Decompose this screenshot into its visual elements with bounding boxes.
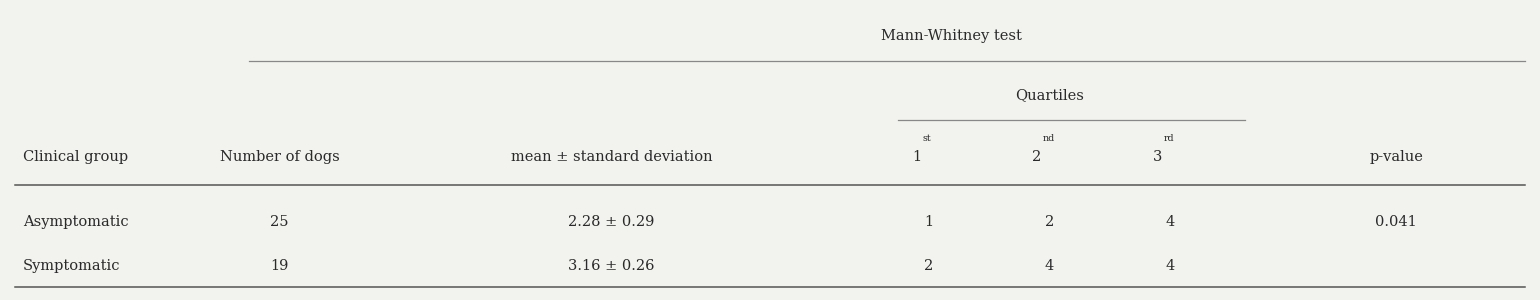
Text: 1: 1 [924,215,933,229]
Text: Clinical group: Clinical group [23,150,128,164]
Text: 25: 25 [270,215,290,229]
Text: st: st [922,134,932,143]
Text: Mann-Whitney test: Mann-Whitney test [881,29,1021,43]
Text: 0.041: 0.041 [1375,215,1417,229]
Text: 4: 4 [1166,259,1175,273]
Text: Asymptomatic: Asymptomatic [23,215,128,229]
Text: Number of dogs: Number of dogs [220,150,339,164]
Text: Symptomatic: Symptomatic [23,259,120,273]
Text: mean ± standard deviation: mean ± standard deviation [511,150,713,164]
Text: 4: 4 [1044,259,1053,273]
Text: 19: 19 [271,259,288,273]
Text: 1: 1 [912,150,921,164]
Text: p-value: p-value [1369,150,1423,164]
Text: 2: 2 [924,259,933,273]
Text: rd: rd [1164,134,1175,143]
Text: 4: 4 [1166,215,1175,229]
Text: 2.28 ± 0.29: 2.28 ± 0.29 [568,215,654,229]
Text: 2: 2 [1032,150,1041,164]
Text: Quartiles: Quartiles [1015,88,1084,102]
Text: 3.16 ± 0.26: 3.16 ± 0.26 [568,259,654,273]
Text: nd: nd [1043,134,1055,143]
Text: 2: 2 [1044,215,1053,229]
Text: 3: 3 [1153,150,1163,164]
